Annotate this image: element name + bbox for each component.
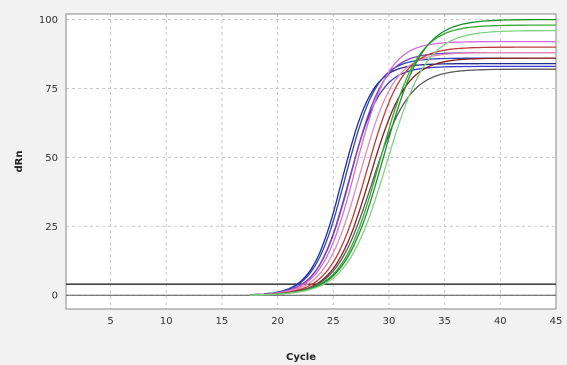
x-tick-label: 20 bbox=[271, 316, 284, 327]
x-tick-label: 30 bbox=[383, 316, 396, 327]
x-tick-label: 35 bbox=[438, 316, 451, 327]
x-axis-title: Cycle bbox=[286, 352, 316, 363]
amplification-curve bbox=[249, 51, 556, 296]
y-tick-label: 0 bbox=[52, 291, 58, 302]
x-tick-label: 45 bbox=[550, 316, 563, 327]
y-tick-label: 75 bbox=[45, 84, 58, 95]
amplification-curve bbox=[249, 40, 556, 296]
x-tick-label: 10 bbox=[160, 316, 173, 327]
x-tick-label: 25 bbox=[327, 316, 340, 327]
y-axis-title: dRn bbox=[14, 151, 25, 173]
amplification-curve bbox=[249, 29, 556, 296]
amplification-curve bbox=[249, 46, 556, 296]
y-tick-label: 50 bbox=[45, 153, 58, 164]
y-tick-label: 100 bbox=[39, 15, 58, 26]
amplification-curve bbox=[249, 62, 556, 296]
x-tick-label: 40 bbox=[494, 316, 507, 327]
x-tick-label: 5 bbox=[107, 316, 113, 327]
y-tick-label: 25 bbox=[45, 222, 58, 233]
plot-border bbox=[65, 13, 557, 310]
x-tick-label: 15 bbox=[216, 316, 229, 327]
